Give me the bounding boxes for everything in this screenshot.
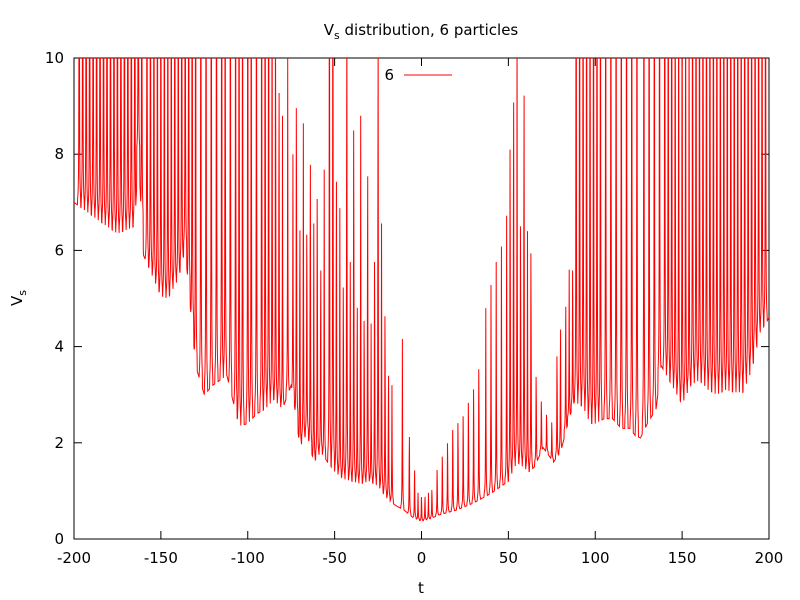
- legend-label-6: 6: [384, 66, 394, 84]
- y-tick-label: 8: [54, 145, 64, 163]
- x-tick-label: 200: [755, 549, 784, 567]
- y-tick-label: 6: [54, 241, 64, 259]
- x-tick-label: -50: [322, 549, 347, 567]
- x-tick-label: 50: [499, 549, 518, 567]
- chart-title-sub: s: [334, 29, 340, 42]
- chart-title-main: V: [324, 21, 335, 39]
- x-tick-label: 100: [581, 549, 610, 567]
- y-axis-title-sub: s: [16, 290, 29, 296]
- y-tick-label: 0: [54, 530, 64, 548]
- x-tick-label: -100: [231, 549, 265, 567]
- x-axis-ticks: -200 -150 -100 -50 0 50 100 150 200: [57, 58, 783, 567]
- y-tick-label: 10: [45, 49, 64, 67]
- legend: 6: [384, 66, 452, 84]
- x-axis-title: t: [418, 579, 424, 597]
- series-line-6: [74, 58, 769, 522]
- y-tick-label: 4: [54, 338, 64, 356]
- chart-title-rest: distribution, 6 particles: [340, 21, 519, 39]
- y-axis-title-main: V: [8, 295, 26, 306]
- chart-title: Vs distribution, 6 particles: [324, 21, 519, 42]
- y-tick-label: 2: [54, 434, 64, 452]
- x-tick-label: 150: [668, 549, 697, 567]
- x-tick-label: -150: [144, 549, 178, 567]
- y-axis-title: Vs: [8, 290, 29, 306]
- y-axis-ticks: 0 2 4 6 8 10: [45, 49, 769, 548]
- x-tick-label: -200: [57, 549, 91, 567]
- x-tick-label: 0: [417, 549, 427, 567]
